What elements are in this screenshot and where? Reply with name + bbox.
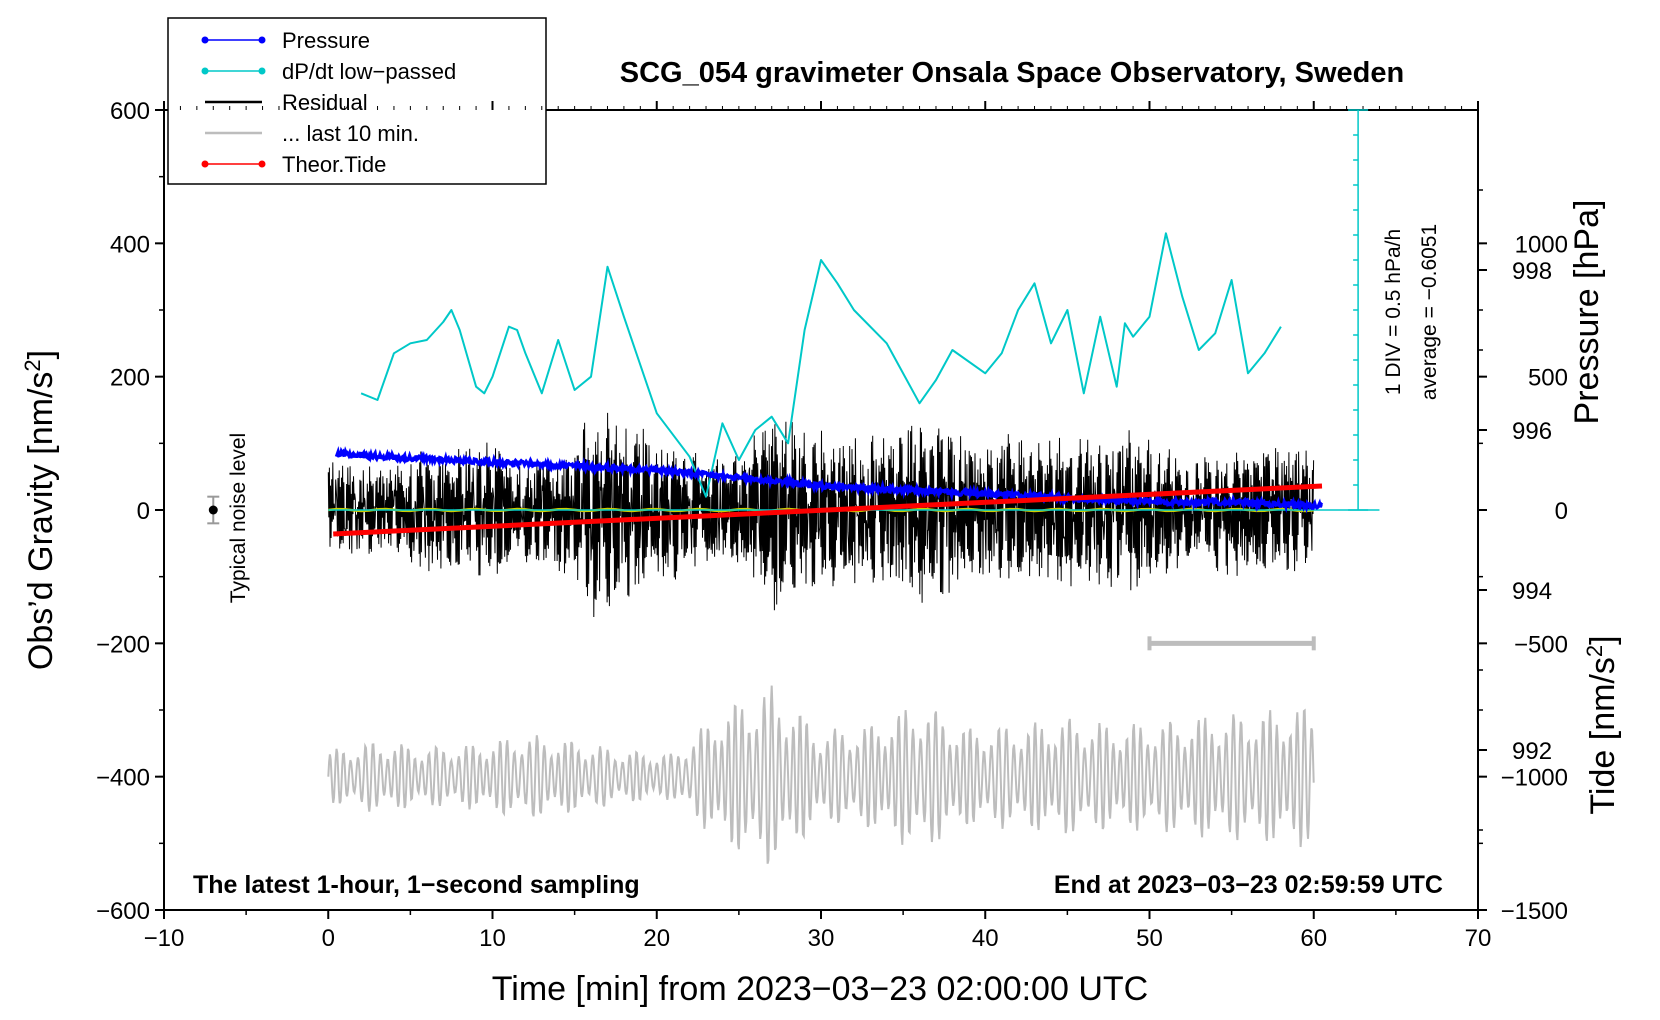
x-tick-label: 20 bbox=[643, 925, 670, 952]
legend-entry-dpdt: dP/dt low−passed bbox=[201, 59, 456, 84]
legend: Pressure dP/dt low−passed Residual ... l… bbox=[167, 17, 547, 185]
pressure-tick-label: 994 bbox=[1512, 578, 1552, 605]
x-tick-label: 40 bbox=[972, 925, 999, 952]
legend-dot-pressure-b bbox=[258, 36, 266, 44]
legend-label-residual: Residual bbox=[282, 90, 368, 115]
pressure-tick-label: 996 bbox=[1512, 418, 1552, 445]
noise-marker bbox=[208, 505, 218, 515]
noise-label: Typical noise level bbox=[227, 433, 250, 603]
y-tick-label: 400 bbox=[110, 231, 150, 258]
legend-dot-dpdt-b bbox=[258, 67, 266, 75]
x-axis-title: Time [min] from 2023−03−23 02:00:00 UTC bbox=[492, 970, 1148, 1008]
legend-dot-dpdt-a bbox=[201, 67, 209, 75]
y-axis-title-sup: 2 bbox=[20, 359, 45, 371]
left-note: The latest 1-hour, 1−second sampling bbox=[193, 871, 640, 899]
tide-axis-title-base: Tide [nm/s bbox=[1584, 657, 1622, 814]
x-tick-label: −10 bbox=[144, 925, 185, 952]
legend-label-pressure: Pressure bbox=[282, 28, 370, 53]
tide-tick-label: 0 bbox=[1555, 498, 1568, 525]
y-axis-title: Obs’d Gravity [nm/s2] bbox=[20, 350, 60, 670]
chart-title: SCG_054 gravimeter Onsala Space Observat… bbox=[620, 57, 1404, 89]
x-tick-label: 60 bbox=[1300, 925, 1327, 952]
pressure-tick-label: 998 bbox=[1512, 258, 1552, 285]
tide-tick-label: 1000 bbox=[1515, 231, 1568, 258]
pressure-line bbox=[334, 445, 1324, 514]
x-tick-label: 10 bbox=[479, 925, 506, 952]
last-10-min-line bbox=[327, 685, 1315, 864]
legend-entry-last10: ... last 10 min. bbox=[205, 121, 419, 146]
tide-tick-label: 500 bbox=[1528, 365, 1568, 392]
residual-line bbox=[327, 412, 1315, 618]
legend-label-last10: ... last 10 min. bbox=[282, 121, 419, 146]
legend-dot-tide-b bbox=[258, 160, 266, 168]
tide-axis-title-tail: ] bbox=[1584, 635, 1622, 644]
x-tick-label: 0 bbox=[322, 925, 335, 952]
axis-ticks: −10 0 10 20 30 40 50 60 70 −600 −400 −200 0 200 400 600… bbox=[96, 98, 1568, 952]
right-note: End at 2023−03−23 02:59:59 UTC bbox=[1054, 871, 1443, 899]
y-tick-label: −600 bbox=[96, 898, 150, 925]
tide-axis-title-sup: 2 bbox=[1582, 645, 1607, 657]
y-tick-label: −200 bbox=[96, 631, 150, 658]
tide-tick-label: −1500 bbox=[1501, 898, 1568, 925]
legend-label-tide: Theor.Tide bbox=[282, 152, 386, 177]
legend-dot-pressure-a bbox=[201, 36, 209, 44]
y-tick-label: −400 bbox=[96, 765, 150, 792]
data-layer bbox=[207, 109, 1380, 864]
tide-tick-label: −500 bbox=[1514, 631, 1568, 658]
y-tick-label: 600 bbox=[110, 98, 150, 125]
y-axis-title-base: Obs’d Gravity [nm/s bbox=[22, 372, 60, 671]
legend-entry-pressure: Pressure bbox=[201, 28, 370, 53]
pressure-tick-label: 992 bbox=[1512, 738, 1552, 765]
y-tick-label: 0 bbox=[137, 498, 150, 525]
theor-tide-line bbox=[333, 483, 1323, 537]
legend-label-dpdt: dP/dt low−passed bbox=[282, 59, 456, 84]
pressure-axis-title: Pressure [hPa] bbox=[1568, 200, 1606, 425]
legend-dot-tide-a bbox=[201, 160, 209, 168]
dpdt-scale-label: 1 DIV = 0.5 hPa/h bbox=[1382, 229, 1405, 395]
y-axis-title-tail: ] bbox=[22, 350, 60, 359]
tide-axis-title: Tide [nm/s2] bbox=[1582, 635, 1622, 814]
x-tick-label: 50 bbox=[1136, 925, 1163, 952]
y-tick-label: 200 bbox=[110, 365, 150, 392]
legend-entry-tide: Theor.Tide bbox=[201, 152, 386, 177]
x-tick-label: 70 bbox=[1465, 925, 1492, 952]
dpdt-average-label: average = −0.6051 bbox=[1418, 224, 1441, 400]
dpdt-line bbox=[360, 232, 1282, 498]
tide-tick-label: −1000 bbox=[1501, 765, 1568, 792]
x-tick-label: 30 bbox=[808, 925, 835, 952]
legend-entry-residual: Residual bbox=[205, 90, 368, 115]
